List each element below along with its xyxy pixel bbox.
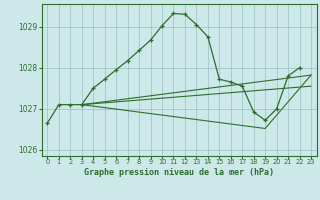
X-axis label: Graphe pression niveau de la mer (hPa): Graphe pression niveau de la mer (hPa) xyxy=(84,168,274,177)
